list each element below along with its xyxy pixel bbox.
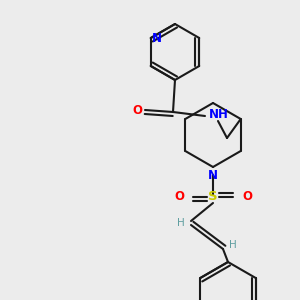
Text: H: H (229, 240, 237, 250)
Text: S: S (208, 190, 218, 203)
Text: H: H (177, 218, 185, 228)
Text: O: O (132, 103, 142, 116)
Text: O: O (242, 190, 252, 203)
Text: O: O (174, 190, 184, 203)
Text: N: N (152, 32, 162, 44)
Text: N: N (208, 169, 218, 182)
Text: NH: NH (209, 107, 229, 121)
